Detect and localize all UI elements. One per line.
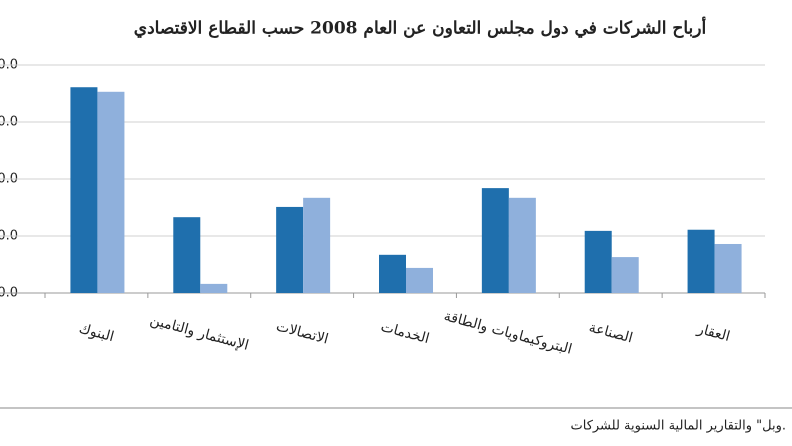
x-tick-label: العقار bbox=[695, 321, 732, 345]
bar bbox=[481, 188, 509, 293]
x-tick-label: الاتصالات bbox=[274, 318, 330, 347]
bar bbox=[584, 230, 612, 293]
x-tick-label: البنوك bbox=[77, 321, 115, 346]
bar bbox=[97, 91, 125, 293]
bar bbox=[276, 206, 304, 293]
bar bbox=[200, 283, 228, 293]
bar bbox=[379, 254, 406, 293]
bar bbox=[303, 197, 331, 293]
x-tick-label: البتروكيماويات والطاقة bbox=[442, 308, 573, 358]
bar bbox=[508, 197, 536, 293]
x-tick-label: الخدمات bbox=[379, 319, 431, 347]
x-tick-label: الإستثمار والتامين bbox=[148, 312, 250, 354]
bar bbox=[687, 229, 715, 293]
source-note: وبل" والتقارير المالية السنوية للشركات. bbox=[571, 419, 787, 434]
x-tick-label: الصناعة bbox=[587, 319, 634, 346]
chart-title: أرباح الشركات في دول مجلس التعاون عن الع… bbox=[134, 16, 707, 39]
bar bbox=[173, 217, 201, 293]
bar bbox=[406, 267, 433, 293]
bar bbox=[611, 257, 639, 293]
bar bbox=[70, 87, 98, 293]
bar bbox=[714, 243, 742, 293]
